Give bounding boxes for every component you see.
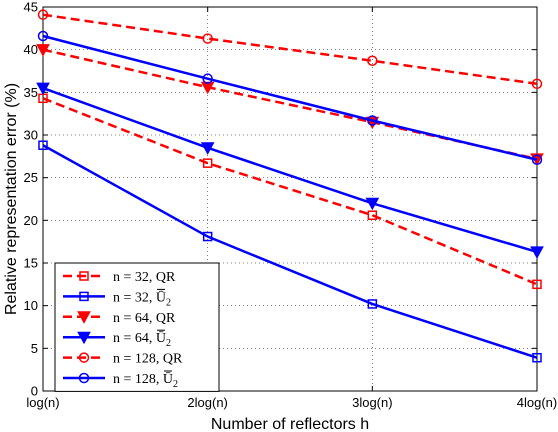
legend-entry: n = 32, QR bbox=[63, 270, 176, 285]
legend-box bbox=[54, 262, 220, 392]
legend-entry: n = 128, Ū2 bbox=[63, 370, 178, 390]
plot-frame bbox=[42, 6, 538, 392]
data-point bbox=[200, 142, 215, 155]
x-tick-label: 3log(n) bbox=[352, 395, 392, 410]
data-point bbox=[367, 55, 378, 67]
x-axis-label: Number of reflectors h bbox=[211, 416, 369, 432]
series-4 bbox=[37, 9, 543, 90]
legend-marker bbox=[79, 271, 89, 281]
data-point bbox=[531, 154, 543, 165]
data-point bbox=[202, 73, 213, 84]
legend-entry: n = 32, Ū2 bbox=[63, 288, 171, 308]
data-point bbox=[531, 78, 543, 90]
data-point bbox=[38, 140, 48, 150]
legend-label: n = 128, Ū2 bbox=[113, 371, 178, 390]
x-tick-label: 4log(n) bbox=[517, 395, 557, 410]
y-tick-label: 20 bbox=[24, 213, 38, 228]
series-1 bbox=[38, 140, 542, 363]
y-tick-label: 35 bbox=[24, 85, 38, 100]
axis-ticks: 0 5 10 15 20 25 30 35 40 45 log(n) 2log(n) 3log(n) 4l… bbox=[24, 0, 558, 410]
legend-marker bbox=[77, 331, 91, 345]
data-point bbox=[365, 197, 380, 211]
series-line bbox=[42, 97, 538, 286]
x-tick-label: log(n) bbox=[26, 395, 59, 410]
data-point bbox=[202, 158, 213, 168]
y-tick-label: 5 bbox=[31, 341, 38, 356]
data-point bbox=[36, 44, 50, 57]
data-point bbox=[532, 352, 542, 363]
data-point bbox=[367, 210, 378, 220]
legend-label: n = 64, QR bbox=[113, 311, 176, 326]
legend-marker bbox=[77, 311, 91, 324]
data-point bbox=[530, 246, 544, 259]
data-point bbox=[37, 9, 49, 20]
y-tick-label: 15 bbox=[24, 256, 38, 271]
legend-entry: n = 64, QR bbox=[63, 311, 176, 326]
series-line bbox=[42, 34, 538, 161]
series-layer bbox=[36, 9, 544, 363]
legend-entry: n = 64, Ū2 bbox=[63, 329, 171, 349]
x-tick-label: 2log(n) bbox=[187, 395, 227, 410]
series-line bbox=[42, 86, 538, 254]
legend-marker bbox=[79, 291, 89, 302]
legend-label: n = 32, QR bbox=[113, 270, 176, 285]
data-point bbox=[36, 82, 50, 96]
y-tick-label: 45 bbox=[24, 0, 38, 15]
series-line bbox=[42, 144, 538, 359]
legend-label: n = 32, Ū2 bbox=[113, 289, 171, 308]
data-point bbox=[202, 33, 213, 44]
y-tick-label: 0 bbox=[31, 384, 38, 399]
series-3 bbox=[36, 82, 544, 259]
y-axis-label: Relative representation error (%) bbox=[3, 83, 20, 315]
legend-marker bbox=[78, 372, 90, 384]
y-tick-label: 30 bbox=[24, 128, 38, 143]
data-point bbox=[202, 231, 213, 242]
series-0 bbox=[38, 93, 542, 290]
series-5 bbox=[37, 30, 543, 165]
series-line bbox=[42, 13, 538, 86]
y-tick-label: 10 bbox=[24, 298, 38, 313]
series-2 bbox=[36, 44, 544, 166]
y-tick-label: 40 bbox=[24, 42, 38, 57]
data-point bbox=[367, 115, 378, 126]
legend-label: n = 64, Ū2 bbox=[113, 330, 171, 349]
y-tick-label: 25 bbox=[24, 170, 38, 185]
legend-entry: n = 128, QR bbox=[63, 352, 183, 367]
data-point bbox=[200, 81, 215, 95]
legend-marker bbox=[78, 352, 90, 363]
legend-label: n = 128, QR bbox=[113, 352, 183, 367]
data-point bbox=[532, 279, 542, 290]
legend: n = 32, QR n = 32, Ū2 n = 64, QR n = 64, Ū2… bbox=[54, 262, 220, 392]
data-point bbox=[37, 30, 49, 42]
data-point bbox=[367, 299, 378, 309]
